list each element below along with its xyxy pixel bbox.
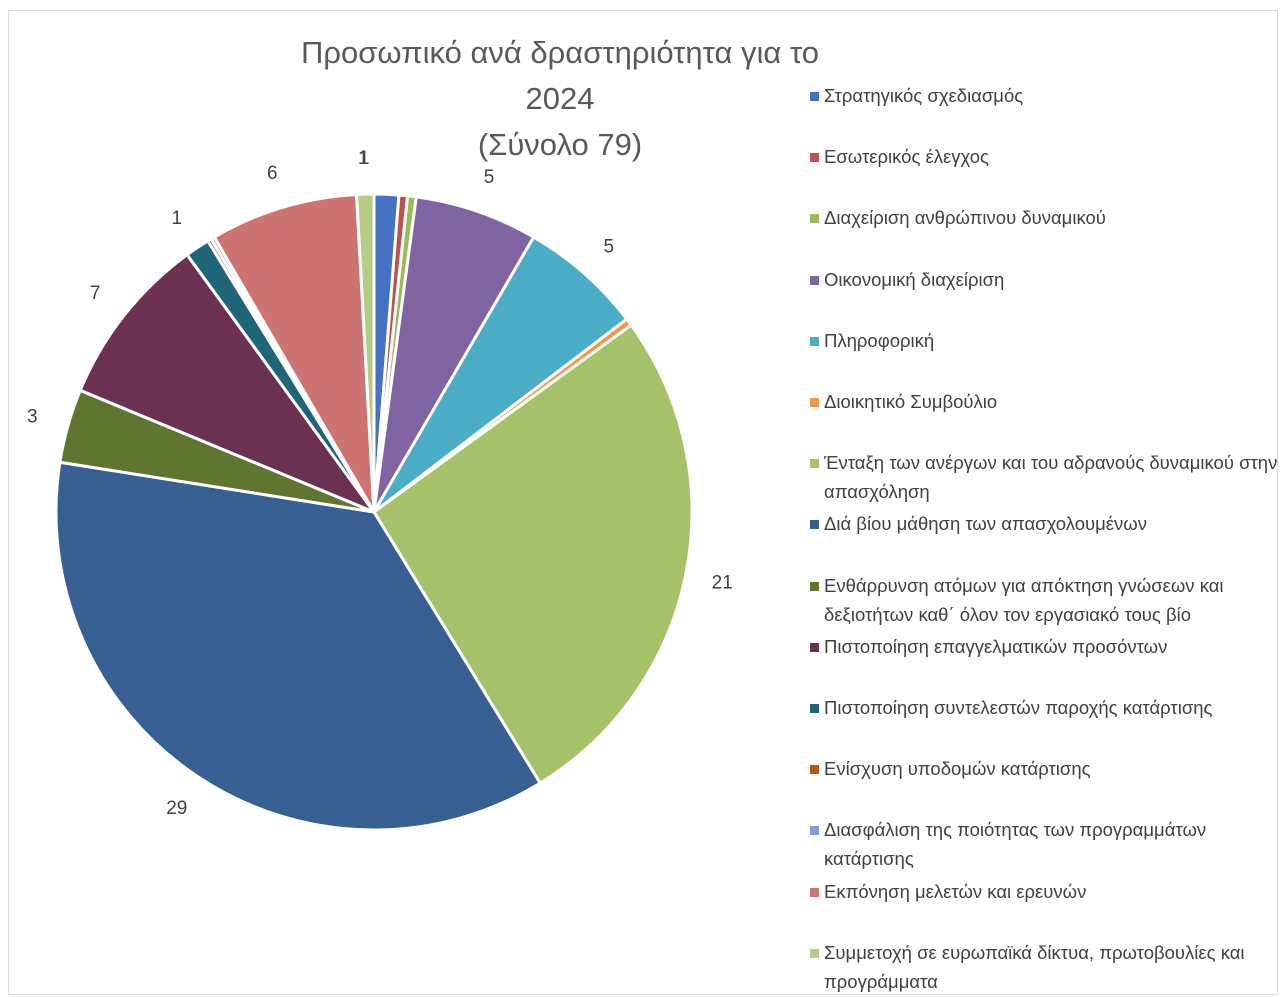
chart-subtitle: (Σύνολο 79) <box>477 127 643 162</box>
data-label-7: 21 <box>712 572 733 593</box>
data-label-1: 1 <box>358 148 369 169</box>
data-label-4: 5 <box>484 167 495 188</box>
pie-slice-7 <box>372 323 694 785</box>
pie-slice-14 <box>212 192 376 514</box>
data-label-11: 1 <box>172 208 183 229</box>
data-label-15: 1 <box>359 148 370 169</box>
pie-slice-8 <box>54 460 542 832</box>
chart-title-line1: Προσωπικό ανά δραστηριότητα για το 2024 <box>301 35 819 116</box>
data-label-9: 3 <box>27 407 38 428</box>
data-label-14: 6 <box>267 163 278 184</box>
pie-slice-4 <box>372 195 536 514</box>
pie-slice-10 <box>78 253 376 514</box>
chart-title: Προσωπικό ανά δραστηριότητα για το 2024 … <box>280 30 840 168</box>
data-label-5: 5 <box>604 237 615 258</box>
pie-slice-15 <box>355 192 376 514</box>
data-label-10: 7 <box>90 283 101 304</box>
pie-slice-5 <box>372 235 629 514</box>
data-label-8: 29 <box>166 798 187 819</box>
